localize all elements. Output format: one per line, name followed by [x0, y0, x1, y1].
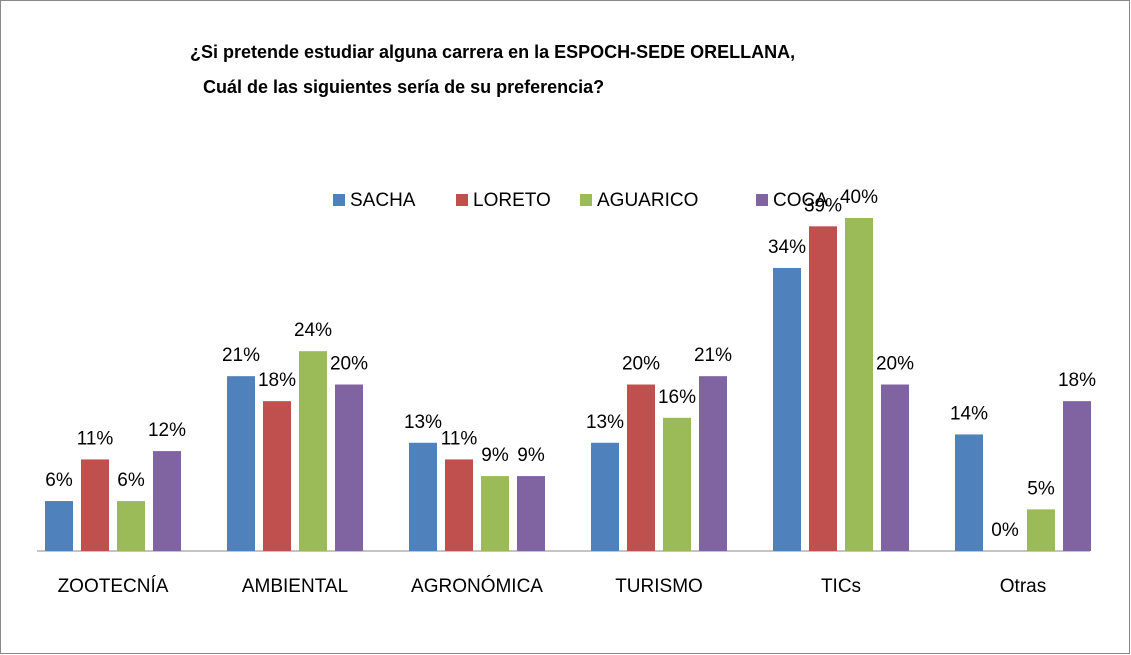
data-label: 13% — [404, 412, 442, 433]
bar — [809, 226, 837, 551]
legend-swatch — [456, 194, 468, 206]
bar — [591, 442, 619, 551]
x-tick-label: TICs — [821, 576, 861, 597]
bar — [481, 476, 509, 551]
bar — [263, 401, 291, 551]
bar — [773, 267, 801, 551]
data-label: 40% — [840, 187, 878, 208]
legend-swatch — [333, 194, 345, 206]
data-label: 13% — [586, 412, 624, 433]
data-label: 11% — [441, 428, 478, 449]
chart-title: ¿Si pretende estudiar alguna carrera en … — [190, 42, 795, 62]
legend-label: SACHA — [350, 190, 416, 211]
x-tick-label: AMBIENTAL — [242, 576, 348, 597]
bar — [117, 501, 145, 551]
bar — [445, 459, 473, 551]
data-label: 5% — [1027, 478, 1055, 499]
data-label: 0% — [991, 520, 1019, 541]
bar — [1027, 509, 1055, 551]
bar — [409, 442, 437, 551]
data-label: 6% — [117, 470, 145, 491]
bar — [153, 451, 181, 551]
data-label: 34% — [768, 237, 806, 258]
data-label: 24% — [294, 320, 332, 341]
bar — [227, 376, 255, 551]
legend-swatch — [756, 194, 768, 206]
legend-label: AGUARICO — [597, 190, 698, 211]
data-label: 6% — [45, 470, 73, 491]
bar — [663, 417, 691, 551]
bar — [881, 384, 909, 551]
data-label: 21% — [694, 345, 732, 366]
bar — [1063, 401, 1091, 551]
chart-title: Cuál de las siguientes sería de su prefe… — [203, 77, 604, 97]
bar — [81, 459, 109, 551]
legend-label: COCA — [773, 190, 828, 211]
data-label: 18% — [1058, 370, 1096, 391]
x-tick-label: AGRONÓMICA — [411, 575, 543, 597]
legend-label: LORETO — [473, 190, 551, 211]
data-label: 16% — [658, 387, 696, 408]
bar — [955, 434, 983, 551]
bar — [335, 384, 363, 551]
data-label: 12% — [148, 420, 186, 441]
bar — [699, 376, 727, 551]
bar — [627, 384, 655, 551]
bar — [517, 476, 545, 551]
data-label: 20% — [330, 354, 368, 375]
bar — [299, 351, 327, 551]
data-label: 9% — [481, 445, 509, 466]
data-label: 11% — [77, 428, 114, 449]
x-tick-label: ZOOTECNÍA — [58, 576, 169, 597]
data-label: 39% — [804, 195, 842, 216]
data-label: 18% — [258, 370, 296, 391]
x-tick-label: Otras — [1000, 576, 1046, 597]
bar — [45, 501, 73, 551]
data-label: 20% — [622, 354, 660, 375]
data-label: 21% — [222, 345, 260, 366]
bar — [845, 218, 873, 551]
data-label: 9% — [517, 445, 545, 466]
legend-swatch — [580, 194, 592, 206]
data-label: 14% — [950, 403, 988, 424]
data-label: 20% — [876, 354, 914, 375]
x-tick-label: TURISMO — [615, 576, 703, 597]
